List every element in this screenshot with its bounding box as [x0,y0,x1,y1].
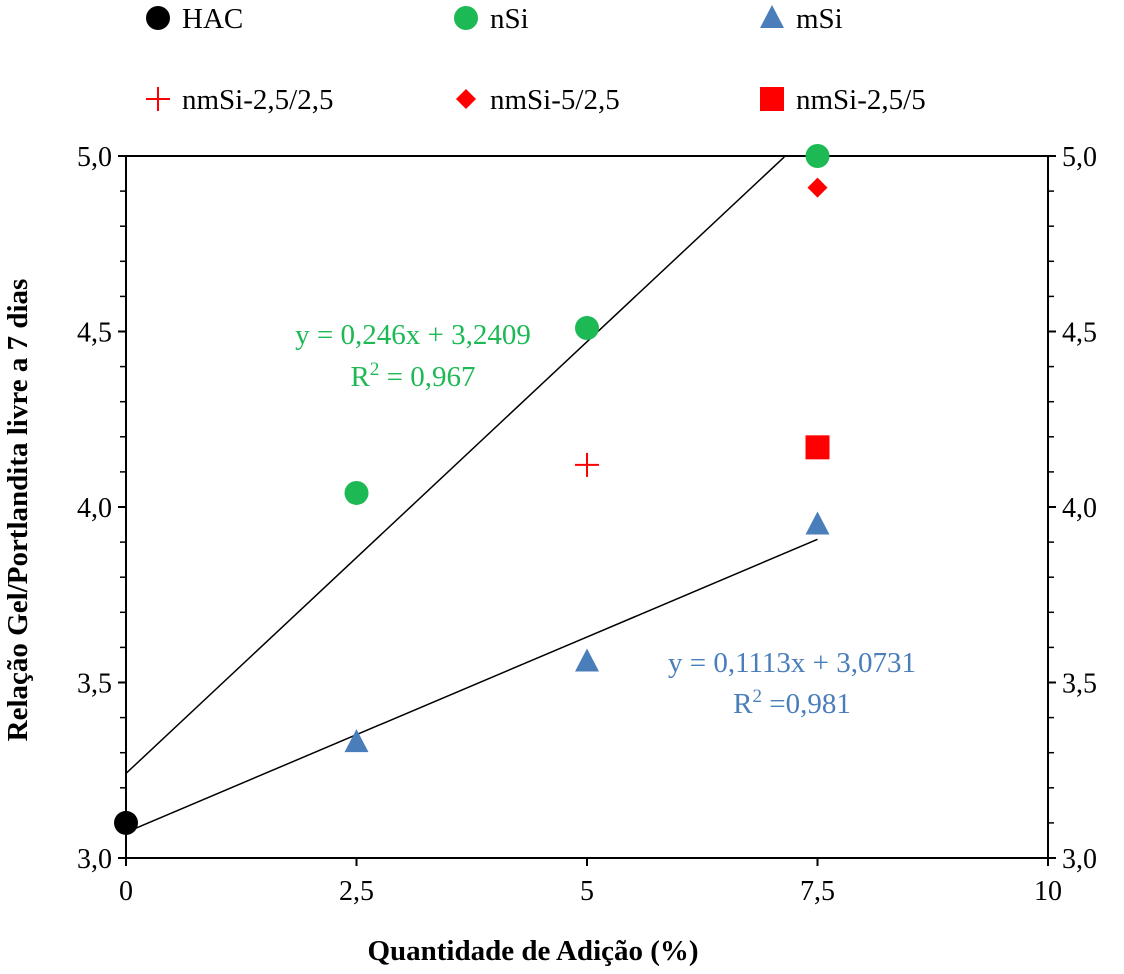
y-tick-label: 3,0 [77,844,112,875]
x-tick-label: 10 [1034,876,1062,907]
x-tick-label: 2,5 [339,876,374,907]
point-msi [805,511,830,535]
x-tick-label: 7,5 [800,876,835,907]
legend: HAC nSi mSi nmSi-2,5/2,5 nmSi-5/2,5 nmSi-2,5/… [146,3,926,116]
legend-marker-hac [146,6,170,30]
y2-tick-label: 4,5 [1062,318,1097,349]
legend-label: nmSi-2,5/2,5 [182,84,333,116]
axis-ticks: 3,0 3,0 3,5 3,5 4,0 4,0 4,5 4,5 5,0 5,0 0 2,5 5 7,5 10 [77,142,1097,907]
data-points [114,144,830,835]
point-nmsi-5-2-5 [807,177,828,198]
legend-marker-nmsi-2-5-2-5 [146,87,170,111]
trend-equation: y = 0,246x + 3,2409 [295,319,531,351]
plot-area-frame [125,155,1049,859]
x-axis-title: Quantidade de Adição (%) [367,935,698,967]
y-tick-label: 5,0 [77,142,112,173]
point-nsi [805,144,830,168]
trend-r2: R2 =0,981 [733,686,851,720]
y-tick-label: 3,5 [77,669,112,700]
y-tick-label: 4,0 [77,493,112,524]
x-tick-label: 0 [119,876,133,907]
legend-label: nmSi-2,5/5 [796,84,926,116]
trend-equations: y = 0,246x + 3,2409 R2 = 0,967 y = 0,1113x… [295,319,916,720]
point-nsi [344,480,369,505]
trendline-mSi-fit [125,538,818,834]
point-msi [575,648,599,672]
y2-tick-label: 4,0 [1062,493,1097,524]
legend-label: nSi [490,3,529,35]
point-hac [114,810,138,835]
trend-equation: y = 0,1113x + 3,0731 [668,647,916,679]
y-tick-label: 4,5 [77,318,112,349]
trendline-nSi-fit [125,156,785,774]
point-nmsi-2-5-2-5 [575,452,599,477]
legend-marker-msi [760,5,784,28]
trendlines [125,156,818,834]
point-msi [344,729,369,753]
point-nmsi-2-5-5 [805,435,830,460]
legend-label: mSi [796,3,843,35]
trend-r2: R2 = 0,967 [351,359,476,393]
y2-tick-label: 5,0 [1062,142,1097,173]
point-nsi [575,315,599,340]
legend-marker-nmsi-5-2-5 [456,89,476,109]
legend-marker-nsi [454,6,478,30]
legend-label: HAC [182,3,243,35]
legend-marker-nmsi-2-5-5 [760,87,784,111]
y-axis-title: Relação Gel/Portlandita livre a 7 dias [2,279,34,742]
legend-label: nmSi-5/2,5 [490,84,620,116]
y2-tick-label: 3,5 [1062,669,1097,700]
x-tick-label: 5 [580,876,594,907]
y2-tick-label: 3,0 [1062,844,1097,875]
